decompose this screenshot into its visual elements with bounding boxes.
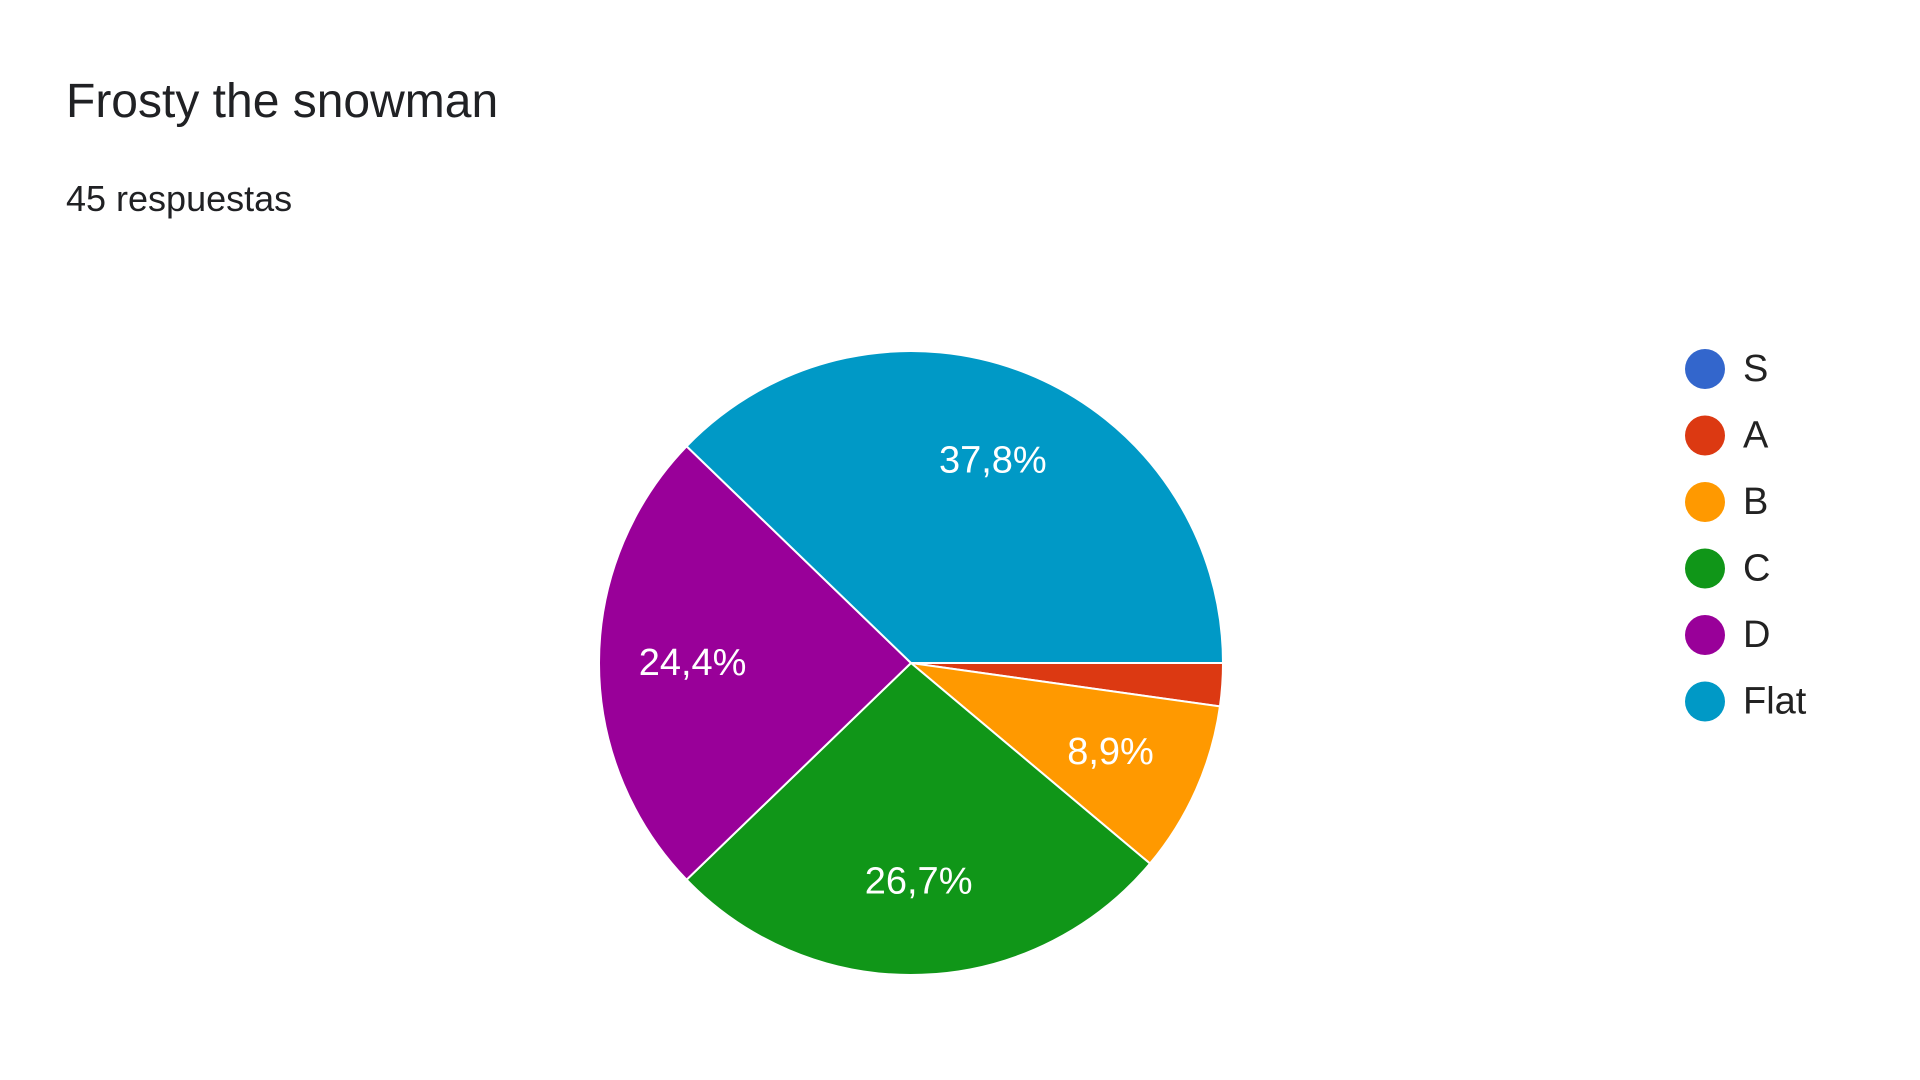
legend-swatch-a	[1685, 415, 1725, 456]
legend-swatch-flat	[1685, 681, 1725, 722]
response-count: 45 respuestas	[66, 178, 293, 219]
legend-label-b[interactable]: B	[1743, 481, 1768, 523]
legend-label-d[interactable]: D	[1743, 614, 1770, 656]
pie-slice-c[interactable]	[685, 661, 1152, 976]
data-label-c: 26,7%	[865, 860, 973, 902]
legend-label-s[interactable]: S	[1743, 348, 1768, 390]
legend-label-flat[interactable]: Flat	[1743, 681, 1807, 723]
pie-slice-b[interactable]	[907, 661, 1222, 865]
data-label-b: 8,9%	[1067, 731, 1154, 773]
pie-slice-d[interactable]	[598, 444, 913, 882]
data-label-d: 24,4%	[639, 642, 747, 684]
legend-swatch-b	[1685, 482, 1725, 522]
legend-swatch-s	[1685, 349, 1725, 389]
legend-label-a[interactable]: A	[1743, 415, 1769, 457]
pie-slice-flat[interactable]	[685, 350, 1225, 664]
legend-swatch-c	[1685, 548, 1725, 589]
data-label-flat: 37,8%	[939, 440, 1047, 482]
chart-title: Frosty the snowman	[66, 75, 499, 128]
legend-swatch-d	[1685, 615, 1725, 655]
legend-label-c[interactable]: C	[1743, 548, 1770, 590]
